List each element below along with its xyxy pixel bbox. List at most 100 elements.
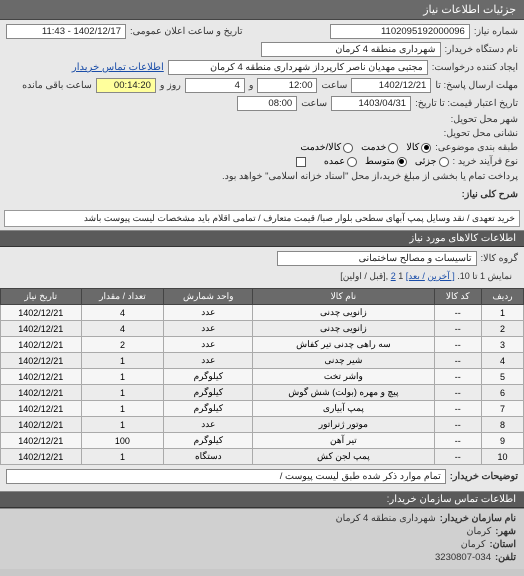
col-header: تاریخ نیاز: [1, 289, 82, 305]
org-label: نام سازمان خریدار:: [440, 513, 516, 524]
table-cell: 100: [81, 433, 164, 449]
validity-time-field: 08:00: [237, 96, 297, 111]
radio-big[interactable]: [347, 157, 357, 167]
delivery-city-label: شهر محل تحویل:: [451, 114, 518, 125]
goods-group-field: تاسیسات و مصالح ساختمانی: [277, 251, 477, 266]
city-value: کرمان: [467, 526, 492, 537]
table-cell: 1402/12/21: [1, 321, 82, 337]
table-cell: 10: [481, 449, 523, 465]
table-row: 5--واشر تختکیلوگرم11402/12/21: [1, 369, 524, 385]
table-cell: پیچ و مهره (بولت) شش گوش: [253, 385, 434, 401]
table-cell: 2: [481, 321, 523, 337]
table-cell: --: [434, 385, 481, 401]
table-row: 6--پیچ و مهره (بولت) شش گوشکیلوگرم11402/…: [1, 385, 524, 401]
table-cell: --: [434, 433, 481, 449]
table-row: 4--شیر چدنیعدد11402/12/21: [1, 353, 524, 369]
table-cell: تیر آهن: [253, 433, 434, 449]
radio-goods[interactable]: [421, 143, 431, 153]
goods-section-header: اطلاعات کالاهای مورد نیاز: [0, 230, 524, 247]
pager-last[interactable]: [ آخرین: [427, 271, 454, 281]
table-cell: 1: [81, 385, 164, 401]
radio-big-label: عمده: [324, 156, 345, 167]
deadline-time-field: 12:00: [257, 78, 317, 93]
table-cell: کیلوگرم: [164, 385, 253, 401]
remain-label: ساعت باقی مانده: [22, 80, 92, 91]
buyer-label: نام دستگاه خریدار:: [445, 44, 519, 55]
table-cell: --: [434, 401, 481, 417]
goods-table: ردیفکد کالانام کالاواحد شمارشتعداد / مقد…: [0, 288, 524, 465]
validity-label: تاریخ اعتبار قیمت: تا تاریخ:: [415, 98, 518, 109]
deadline-label: مهلت ارسال پاسخ: تا: [435, 80, 518, 91]
table-cell: 1: [481, 305, 523, 321]
col-header: کد کالا: [434, 289, 481, 305]
proc-label: نوع فرآیند خرید :: [453, 156, 518, 167]
group-radio: کالا خدمت کالا/خدمت: [300, 142, 431, 153]
table-row: 7--پمپ آبیاریکیلوگرم11402/12/21: [1, 401, 524, 417]
table-cell: 6: [481, 385, 523, 401]
buyer-field: شهرداری منطقه 4 کرمان: [261, 42, 441, 57]
notes-label: توضیحات خریدار:: [450, 471, 518, 482]
time-label-1: ساعت: [321, 80, 347, 91]
pager-next[interactable]: / بعد]: [406, 271, 425, 281]
table-row: 8--موتور ژنراتورعدد11402/12/21: [1, 417, 524, 433]
table-cell: 9: [481, 433, 523, 449]
desc-label: شرح کلی نیاز:: [462, 189, 518, 200]
treasury-checkbox[interactable]: [296, 157, 306, 167]
table-cell: عدد: [164, 337, 253, 353]
table-cell: 4: [81, 305, 164, 321]
prov-value: کرمان: [461, 539, 486, 550]
table-cell: کیلوگرم: [164, 433, 253, 449]
table-cell: پمپ آبیاری: [253, 401, 434, 417]
radio-mid-label: متوسط: [365, 156, 395, 167]
pager-p1: 1: [398, 271, 403, 281]
table-cell: 4: [481, 353, 523, 369]
table-cell: عدد: [164, 417, 253, 433]
table-cell: موتور ژنراتور: [253, 417, 434, 433]
deadline-date-field: 1402/12/21: [351, 78, 431, 93]
proc-radio: جزئی متوسط عمده: [324, 156, 449, 167]
col-header: واحد شمارش: [164, 289, 253, 305]
table-row: 3--سه راهی چدنی تیر کفاشعدد21402/12/21: [1, 337, 524, 353]
panel-title: جزئیات اطلاعات نیاز: [0, 0, 524, 20]
table-cell: --: [434, 337, 481, 353]
radio-mid[interactable]: [397, 157, 407, 167]
need-no-label: شماره نیاز:: [474, 26, 518, 37]
table-cell: 1402/12/21: [1, 433, 82, 449]
table-cell: دستگاه: [164, 449, 253, 465]
tel-label: تلفن:: [495, 552, 516, 563]
radio-service-label: خدمت: [361, 142, 386, 153]
table-cell: 1402/12/21: [1, 353, 82, 369]
table-cell: پمپ لجن کش: [253, 449, 434, 465]
radio-both[interactable]: [343, 143, 353, 153]
tel-value: 3230807-034: [435, 552, 491, 563]
delivery-addr-label: نشانی محل تحویل:: [444, 128, 518, 139]
table-cell: --: [434, 417, 481, 433]
footer-section-header: اطلاعات تماس سازمان خریدار:: [0, 491, 524, 508]
org-value: شهرداری منطقه 4 کرمان: [336, 513, 436, 524]
table-cell: 1402/12/21: [1, 449, 82, 465]
radio-service[interactable]: [388, 143, 398, 153]
table-cell: --: [434, 305, 481, 321]
time-label-2: ساعت: [301, 98, 327, 109]
table-row: 9--تیر آهنکیلوگرم1001402/12/21: [1, 433, 524, 449]
table-row: 2--زانویی چدنیعدد41402/12/21: [1, 321, 524, 337]
days-field: 4: [185, 78, 245, 93]
table-cell: 1: [81, 353, 164, 369]
table-cell: کیلوگرم: [164, 401, 253, 417]
buyer-contact-link[interactable]: اطلاعات تماس خریدار: [72, 62, 164, 73]
notes-field: تمام موارد ذکر شده طبق لیست پیوست /: [6, 469, 446, 484]
table-cell: 2: [81, 337, 164, 353]
table-cell: 1402/12/21: [1, 417, 82, 433]
table-cell: 1: [81, 449, 164, 465]
table-cell: --: [434, 449, 481, 465]
table-cell: عدد: [164, 321, 253, 337]
table-cell: 1402/12/21: [1, 401, 82, 417]
pager-p2[interactable]: 2: [391, 271, 396, 281]
goods-group-label: گروه کالا:: [481, 253, 518, 264]
requester-field: مجتبی مهدیان ناصر کارپرداز شهرداری منطقه…: [168, 60, 428, 75]
radio-low[interactable]: [439, 157, 449, 167]
and-label: و: [249, 80, 254, 91]
table-cell: واشر تخت: [253, 369, 434, 385]
table-cell: 1: [81, 369, 164, 385]
col-header: ردیف: [481, 289, 523, 305]
